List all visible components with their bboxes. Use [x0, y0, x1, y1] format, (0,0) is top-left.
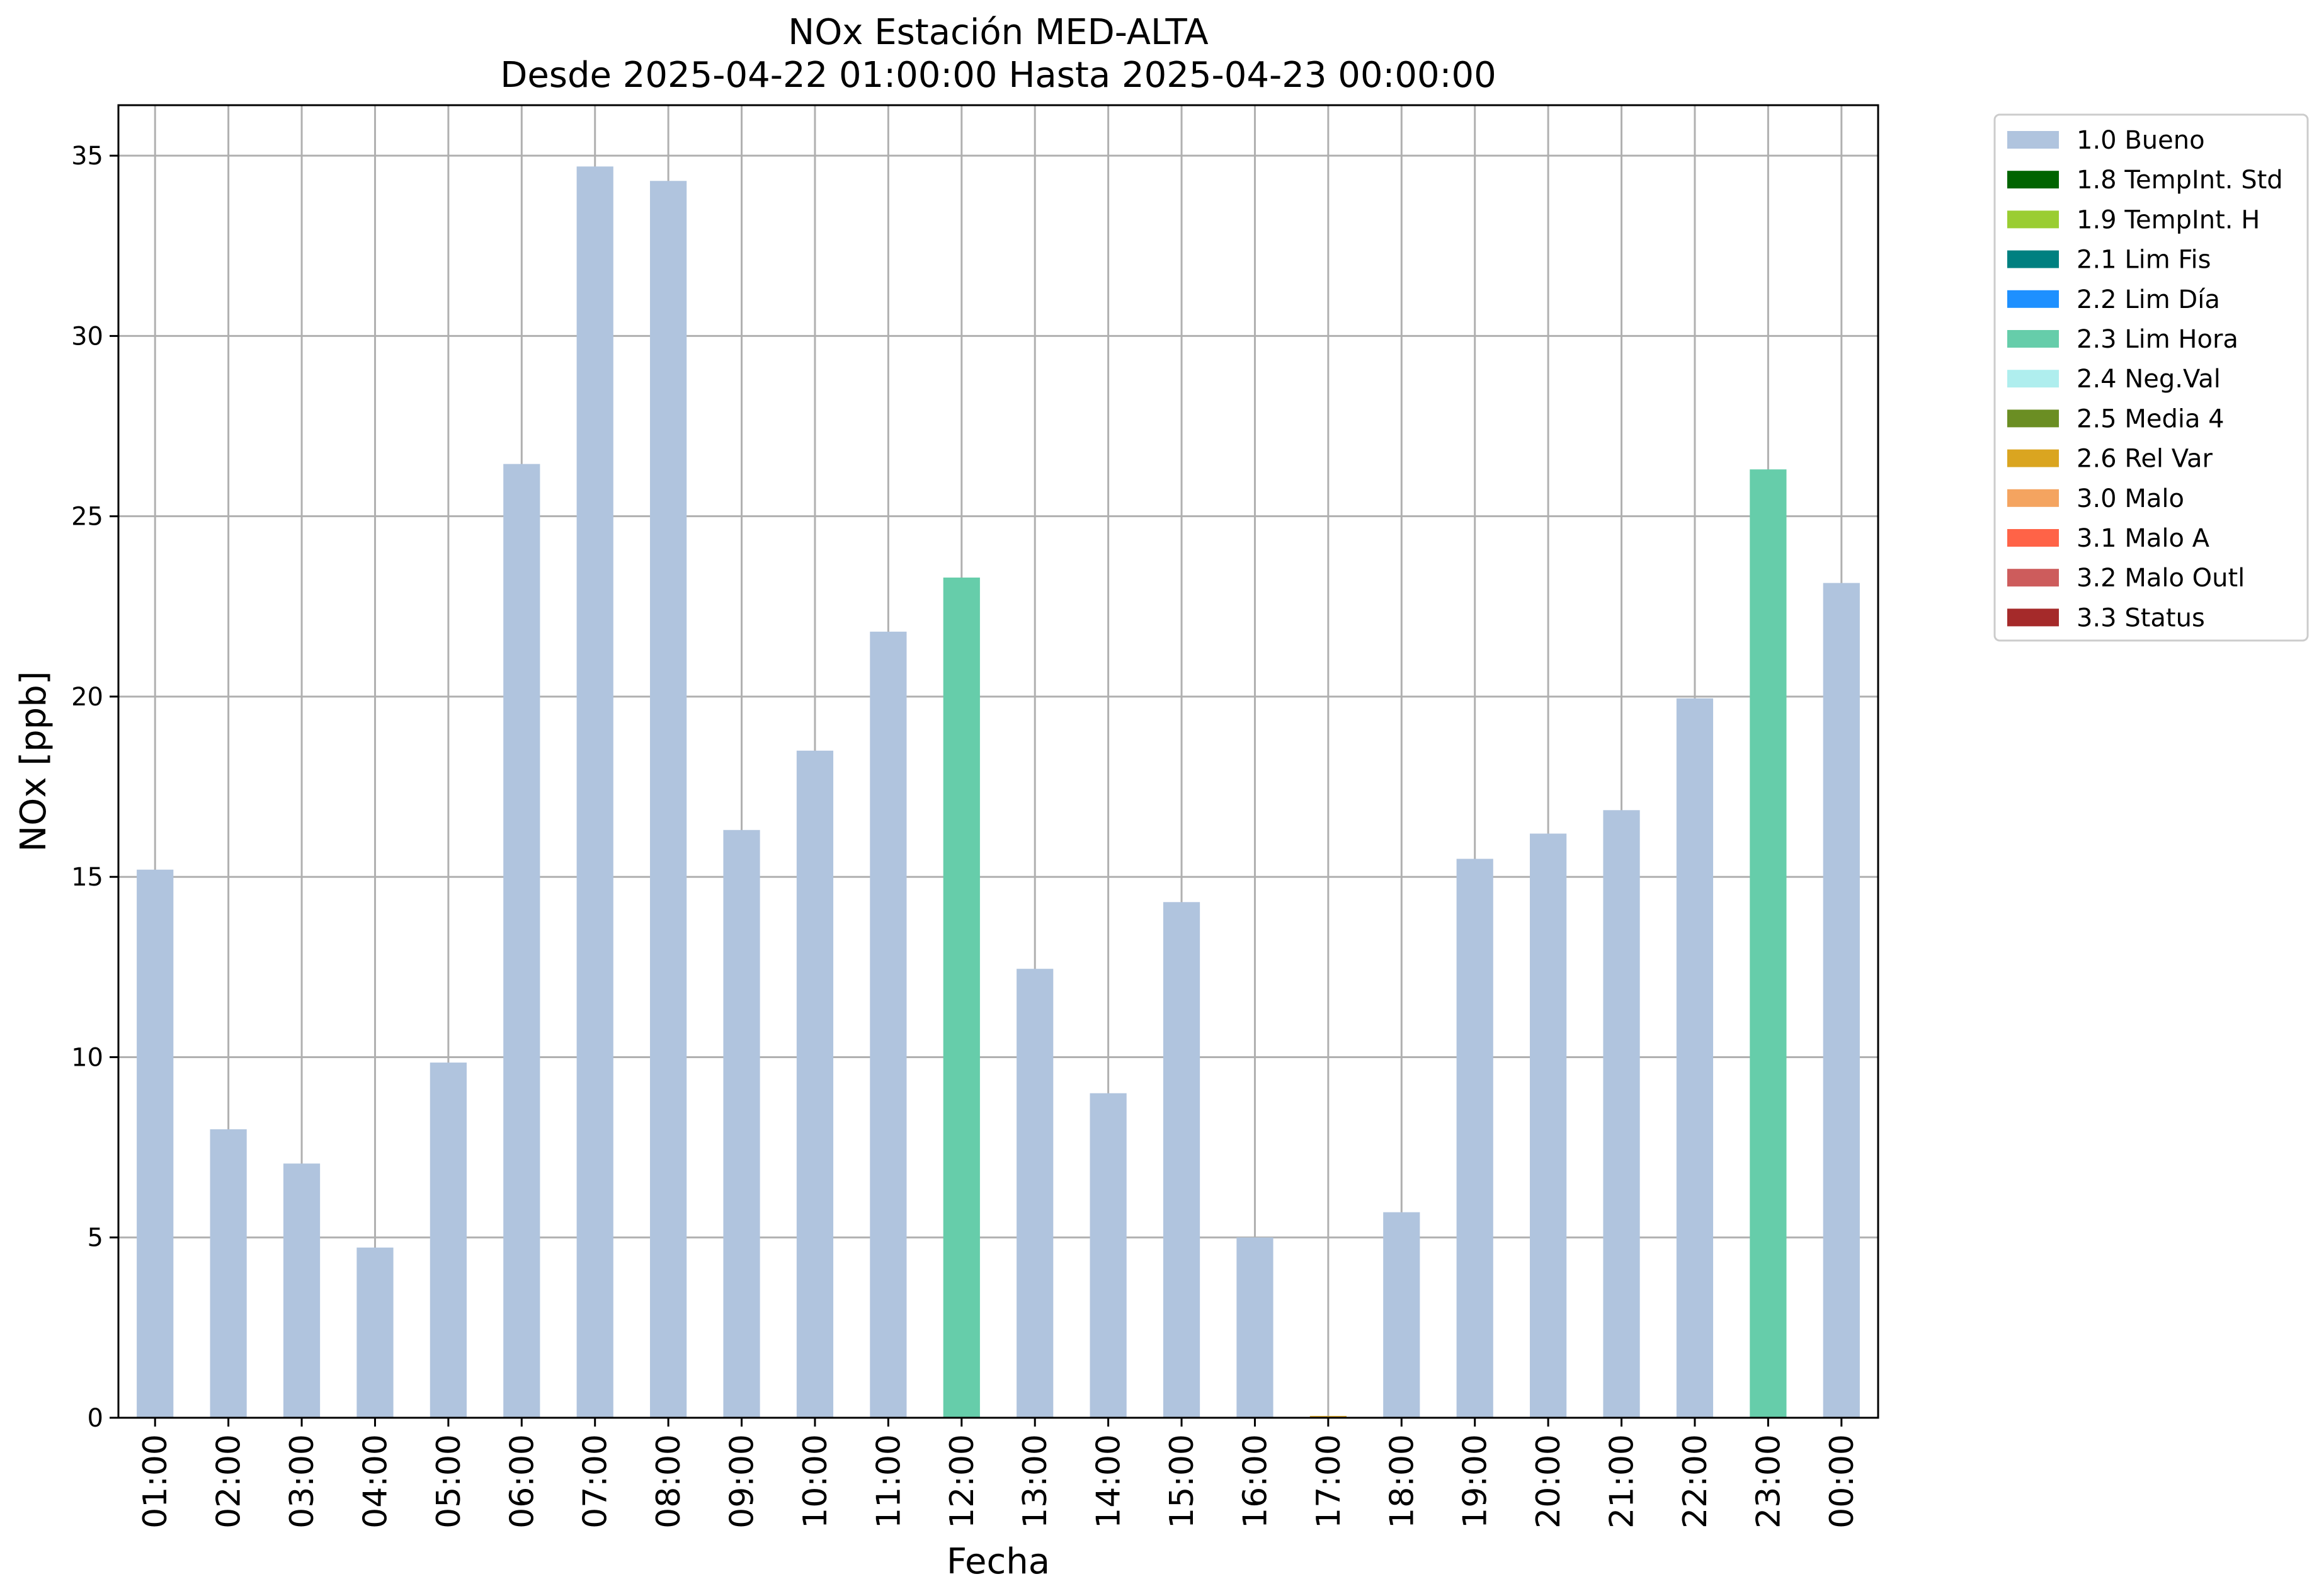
y-axis-label: NOx [ppb]: [13, 671, 54, 852]
x-tick-label: 06:00: [503, 1434, 541, 1529]
bar-0900: [723, 829, 760, 1418]
y-tick-label: 35: [71, 142, 103, 171]
x-tick-label: 03:00: [283, 1434, 321, 1529]
bar-0200: [210, 1129, 247, 1418]
legend-swatch: [2007, 250, 2059, 268]
bar-1400: [1090, 1093, 1127, 1418]
legend-label: 2.1 Lim Fis: [2077, 246, 2211, 275]
bar-0400: [356, 1247, 394, 1418]
y-tick-label: 30: [71, 322, 103, 351]
legend-swatch: [2007, 290, 2059, 308]
legend-swatch: [2007, 529, 2059, 547]
x-tick-label: 17:00: [1310, 1434, 1348, 1529]
legend-label: 2.3 Lim Hora: [2077, 325, 2238, 354]
x-tick-label: 07:00: [577, 1434, 615, 1529]
legend-label: 2.5 Media 4: [2077, 404, 2225, 433]
x-tick-label: 02:00: [210, 1434, 248, 1529]
x-tick-label: 04:00: [356, 1434, 394, 1529]
bar-0500: [430, 1063, 467, 1418]
x-tick-label: 15:00: [1163, 1434, 1201, 1529]
legend-label: 3.2 Malo Outl: [2077, 564, 2245, 593]
x-tick-label: 18:00: [1383, 1434, 1421, 1529]
x-tick-label: 12:00: [943, 1434, 981, 1529]
legend-swatch: [2007, 608, 2059, 627]
y-tick-label: 10: [71, 1043, 103, 1072]
x-axis-label: Fecha: [947, 1541, 1050, 1582]
x-tick-label: 14:00: [1090, 1434, 1128, 1529]
y-tick-label: 5: [88, 1224, 103, 1253]
legend-label: 1.9 TempInt. H: [2077, 205, 2260, 234]
x-tick-label: 13:00: [1017, 1434, 1054, 1529]
chart-title: NOx Estación MED-ALTA: [788, 12, 1208, 53]
y-tick-label: 0: [88, 1404, 103, 1433]
legend-label: 3.1 Malo A: [2077, 524, 2210, 553]
bar-0700: [576, 166, 613, 1418]
legend-swatch: [2007, 449, 2059, 467]
bar-0800: [650, 181, 687, 1418]
x-tick-label: 05:00: [430, 1434, 468, 1529]
legend-swatch: [2007, 569, 2059, 587]
bars: [137, 166, 1860, 1418]
y-tick-label: 20: [71, 683, 103, 712]
x-tick-label: 10:00: [797, 1434, 835, 1529]
bar-2000: [1530, 833, 1567, 1418]
legend: 1.0 Bueno 1.8 TempInt. Std 1.9 TempInt. H 2…: [1993, 113, 2309, 642]
x-tick-label: 09:00: [724, 1434, 761, 1529]
x-tick-label: 22:00: [1677, 1434, 1714, 1529]
legend-swatch: [2007, 210, 2059, 229]
x-tick-label: 11:00: [870, 1434, 908, 1529]
legend-label: 3.3 Status: [2077, 603, 2205, 632]
y-tick-label: 25: [71, 503, 103, 532]
x-tick-label: 00:00: [1823, 1434, 1861, 1529]
y-tick-label: 15: [71, 863, 103, 892]
bar-0600: [503, 464, 540, 1418]
legend-label: 1.8 TempInt. Std: [2077, 166, 2283, 195]
bar-0300: [283, 1163, 321, 1418]
legend-swatch: [2007, 171, 2059, 189]
bar-1300: [1017, 969, 1054, 1418]
plot-frame: [117, 104, 1879, 1419]
legend-swatch: [2007, 330, 2059, 348]
chart-subtitle: Desde 2025-04-22 01:00:00 Hasta 2025-04-…: [500, 55, 1496, 96]
x-tick-label: 23:00: [1750, 1434, 1787, 1529]
legend-swatch: [2007, 131, 2059, 149]
x-axis-ticks: 01:00 02:00 03:00 04:00 05:00 06:00 07:00 08:00…: [137, 1418, 1861, 1529]
x-tick-label: 08:00: [650, 1434, 688, 1529]
legend-label: 2.2 Lim Día: [2077, 285, 2220, 314]
bar-1800: [1383, 1212, 1420, 1418]
x-tick-label: 16:00: [1236, 1434, 1274, 1529]
bar-1500: [1163, 902, 1200, 1418]
x-tick-label: 19:00: [1457, 1434, 1495, 1529]
bar-0100: [137, 869, 174, 1418]
bar-0000: [1823, 583, 1860, 1418]
legend-swatch: [2007, 370, 2059, 388]
bar-1200: [943, 578, 980, 1418]
bar-1000: [796, 750, 834, 1418]
legend-box: [1993, 113, 2309, 642]
x-tick-label: 01:00: [137, 1434, 174, 1529]
x-tick-label: 20:00: [1530, 1434, 1568, 1529]
bar-2200: [1676, 698, 1714, 1418]
legend-swatch: [2007, 489, 2059, 507]
legend-swatch: [2007, 409, 2059, 428]
bar-1100: [870, 631, 907, 1418]
legend-label: 2.4 Neg.Val: [2077, 365, 2221, 394]
legend-label: 2.6 Rel Var: [2077, 445, 2213, 474]
bar-1900: [1456, 858, 1493, 1418]
bar-2100: [1603, 810, 1640, 1418]
legend-label: 1.0 Bueno: [2077, 126, 2205, 155]
bar-1600: [1236, 1237, 1273, 1418]
legend-label: 3.0 Malo: [2077, 484, 2184, 513]
y-axis-ticks: 0 5 10 15 20 25 30 35: [71, 142, 118, 1433]
bar-2300: [1750, 469, 1787, 1418]
x-tick-label: 21:00: [1604, 1434, 1641, 1529]
